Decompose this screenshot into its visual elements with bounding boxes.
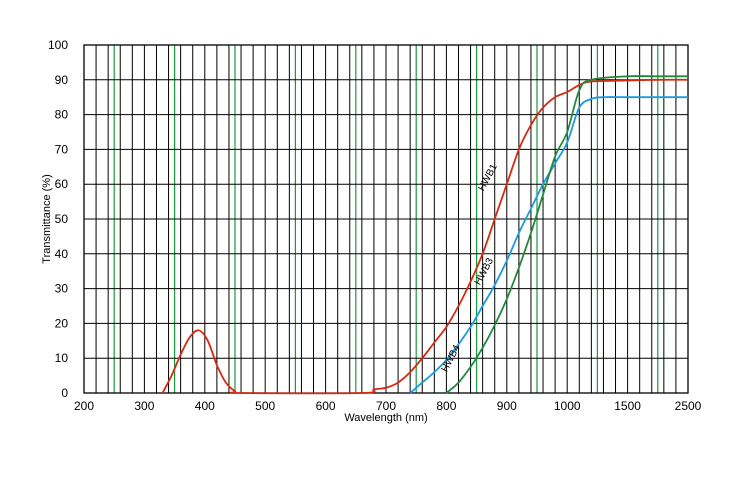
x-tick-label: 600 [316, 399, 336, 413]
y-tick-label: 100 [48, 38, 68, 52]
x-tick-label: 200 [74, 399, 94, 413]
y-tick-label: 0 [61, 386, 68, 400]
y-tick-label: 50 [55, 212, 69, 226]
x-tick-label: 400 [195, 399, 215, 413]
y-tick-label: 60 [55, 177, 69, 191]
x-tick-label: 1000 [554, 399, 581, 413]
tick-labels: 200 300 400 500 600 700 800 900 1000 1500 2500 0 10 2… [48, 38, 702, 413]
x-tick-label: 1500 [614, 399, 641, 413]
plot-frame [83, 44, 689, 394]
y-tick-label: 80 [55, 108, 69, 122]
x-tick-label: 500 [255, 399, 275, 413]
x-tick-label: 700 [376, 399, 396, 413]
x-tick-label: 300 [134, 399, 154, 413]
series-lines [161, 75, 689, 395]
series-line-hwb1 [161, 78, 689, 395]
y-tick-label: 40 [55, 247, 69, 261]
y-tick-label: 20 [55, 316, 69, 330]
x-tick-label: 2500 [675, 399, 702, 413]
x-tick-label: 800 [436, 399, 456, 413]
series-line-hwb3 [409, 96, 688, 394]
x-tick-label: 900 [497, 399, 517, 413]
y-tick-label: 70 [55, 142, 69, 156]
y-tick-label: 10 [55, 351, 69, 365]
y-axis-title: Transmittance (%) [41, 174, 53, 263]
series-line-hwb4 [445, 75, 688, 394]
grid-lines [83, 44, 689, 394]
y-tick-label: 30 [55, 282, 69, 296]
y-tick-label: 90 [55, 73, 69, 87]
x-axis-title: Wavelength (nm) [344, 412, 427, 424]
